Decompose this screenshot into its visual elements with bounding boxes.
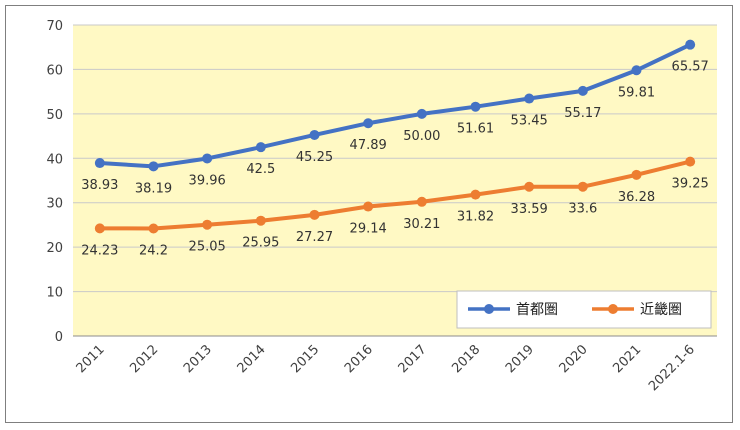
data-point-1-3: [255, 215, 266, 226]
gridlines: [73, 24, 717, 337]
data-point-0-2: [202, 153, 213, 164]
y-tick-label-0: 0: [55, 330, 63, 345]
line-chart: 0 10 20 30 40 50 60 70 2011 2012 2013 2014 2015 2016…: [46, 19, 717, 394]
data-label-1-10: 36.28: [618, 190, 655, 205]
data-point-1-4: [309, 209, 320, 220]
x-tick-label-9: 2020: [557, 342, 591, 376]
series-0: 38.93 38.19 39.96 42.5 45.25 47.89 50.00 51.61 5…: [81, 39, 709, 196]
data-label-1-1: 24.2: [139, 243, 168, 258]
y-tick-label-2: 20: [46, 241, 63, 256]
data-point-1-9: [577, 181, 588, 192]
data-point-0-0: [94, 158, 105, 169]
y-axis-ticks: 0 10 20 30 40 50 60 70: [46, 19, 63, 345]
legend-label-0: 首都圏: [516, 302, 558, 318]
y-tick-label-7: 70: [46, 19, 63, 34]
x-tick-label-4: 2015: [288, 342, 322, 376]
series-line-0: [99, 42, 692, 169]
x-tick-label-1: 2012: [127, 342, 161, 376]
y-tick-label-4: 40: [46, 152, 63, 167]
data-label-0-1: 38.19: [135, 181, 172, 196]
data-point-1-11: [685, 156, 696, 167]
x-axis-ticks: 2011 2012 2013 2014 2015 2016 2017 2018 2019 2020…: [74, 342, 698, 394]
data-point-1-7: [470, 189, 481, 200]
data-label-1-0: 24.23: [81, 243, 118, 258]
data-label-0-10: 59.81: [618, 85, 655, 100]
data-point-0-8: [524, 93, 535, 104]
data-point-0-1: [148, 161, 159, 172]
data-label-0-9: 55.17: [564, 106, 601, 121]
x-tick-label-2: 2013: [181, 342, 215, 376]
data-label-0-2: 39.96: [189, 173, 226, 188]
data-label-1-4: 27.27: [296, 230, 333, 245]
data-point-1-10: [631, 169, 642, 180]
series-layer: 38.93 38.19 39.96 42.5 45.25 47.89 50.00 51.61 5…: [81, 39, 709, 258]
x-tick-label-8: 2019: [503, 342, 537, 376]
x-tick-label-11: 2022.1-6: [646, 342, 698, 394]
data-label-0-5: 47.89: [350, 138, 387, 153]
data-label-1-2: 25.05: [189, 240, 226, 255]
x-tick-label-6: 2017: [396, 342, 430, 376]
data-point-1-1: [148, 223, 159, 234]
data-point-0-4: [309, 129, 320, 140]
data-label-1-5: 29.14: [350, 222, 387, 237]
data-point-0-7: [470, 101, 481, 112]
y-tick-label-3: 30: [46, 197, 63, 212]
series-1: 24.23 24.2 25.05 25.95 27.27 29.14 30.21 31.82 3…: [81, 156, 709, 258]
data-label-0-8: 53.45: [511, 114, 548, 129]
chart-frame: 0 10 20 30 40 50 60 70 2011 2012 2013 2014 2015 2016…: [5, 5, 733, 423]
data-point-1-0: [94, 223, 105, 234]
data-label-0-7: 51.61: [457, 122, 494, 137]
data-label-1-8: 33.59: [511, 202, 548, 217]
data-point-0-10: [631, 65, 642, 76]
data-point-0-5: [363, 118, 374, 129]
data-point-1-5: [363, 201, 374, 212]
x-tick-label-7: 2018: [449, 342, 483, 376]
data-label-0-11: 65.57: [672, 60, 709, 75]
data-label-0-3: 42.5: [246, 162, 275, 177]
data-point-1-2: [202, 219, 213, 230]
x-tick-label-0: 2011: [74, 342, 108, 376]
y-tick-label-1: 10: [46, 286, 63, 301]
data-label-1-7: 31.82: [457, 210, 494, 225]
x-tick-label-10: 2021: [610, 342, 644, 376]
series-line-1: [99, 159, 691, 231]
legend-label-1: 近畿圏: [640, 302, 682, 318]
data-point-0-3: [255, 142, 266, 153]
x-tick-label-3: 2014: [235, 342, 269, 376]
data-label-0-6: 50.00: [403, 129, 440, 144]
legend-marker-1: [608, 304, 618, 314]
data-label-1-9: 33.6: [568, 202, 597, 217]
x-tick-label-5: 2016: [342, 342, 376, 376]
data-point-1-8: [524, 181, 535, 192]
data-label-1-6: 30.21: [403, 217, 440, 232]
data-label-1-3: 25.95: [242, 236, 279, 251]
data-label-0-4: 45.25: [296, 150, 333, 165]
legend: 首都圏 近畿圏: [456, 290, 712, 329]
data-label-0-0: 38.93: [81, 178, 118, 193]
data-point-0-11: [685, 39, 696, 50]
data-point-1-6: [416, 196, 427, 207]
y-tick-label-5: 50: [46, 108, 63, 123]
data-point-0-9: [577, 85, 588, 96]
legend-marker-0: [484, 304, 494, 314]
data-label-1-11: 39.25: [672, 177, 709, 192]
data-point-0-6: [416, 108, 427, 119]
y-tick-label-6: 60: [46, 63, 63, 78]
